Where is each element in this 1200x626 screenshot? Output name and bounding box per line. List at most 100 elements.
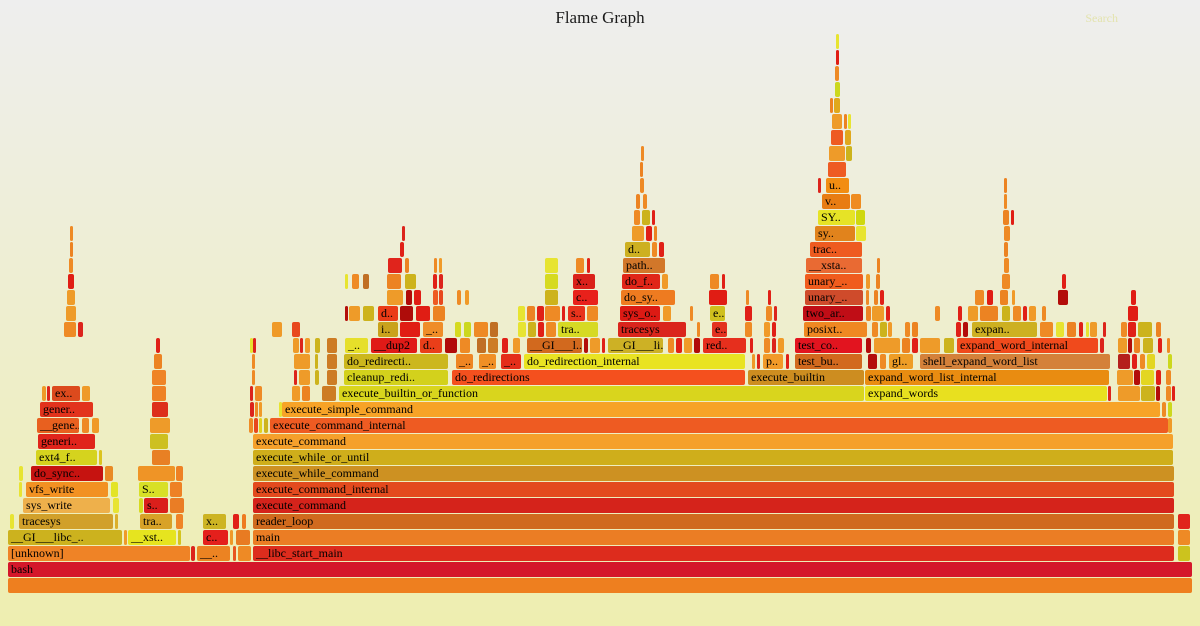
frame[interactable]	[67, 290, 75, 305]
frame[interactable]	[236, 530, 250, 545]
frame[interactable]	[1042, 306, 1046, 321]
frame[interactable]	[253, 338, 256, 353]
frame[interactable]	[1178, 530, 1190, 545]
frame[interactable]	[138, 466, 175, 481]
frame[interactable]	[252, 354, 255, 369]
frame[interactable]	[829, 146, 845, 161]
frame-e[interactable]: e..	[710, 306, 725, 321]
frame[interactable]	[99, 450, 102, 465]
frame-two_ar[interactable]: two_ar..	[803, 306, 863, 321]
frame[interactable]	[663, 306, 671, 321]
frame[interactable]	[1004, 258, 1009, 273]
frame[interactable]	[460, 338, 470, 353]
frame[interactable]	[1131, 290, 1136, 305]
frame-execute_command[interactable]: execute_command	[253, 498, 1174, 513]
frame[interactable]	[502, 338, 508, 353]
frame[interactable]	[47, 386, 50, 401]
frame[interactable]	[888, 322, 892, 337]
frame-expand_word_list_internal[interactable]: expand_word_list_internal	[865, 370, 1109, 385]
frame[interactable]	[537, 306, 544, 321]
frame[interactable]	[662, 274, 668, 289]
frame[interactable]	[831, 130, 843, 145]
frame[interactable]	[299, 370, 310, 385]
frame[interactable]	[634, 210, 640, 225]
frame-execute_command_internal[interactable]: execute_command_internal	[270, 418, 1168, 433]
frame[interactable]	[445, 338, 457, 353]
frame[interactable]	[124, 530, 127, 545]
frame[interactable]	[387, 290, 403, 305]
frame[interactable]	[455, 322, 461, 337]
frame[interactable]	[230, 530, 233, 545]
frame-v[interactable]: v..	[822, 194, 850, 209]
frame[interactable]	[856, 226, 866, 241]
frame[interactable]	[1162, 402, 1166, 417]
frame[interactable]	[152, 370, 166, 385]
frame-execute_while_command[interactable]: execute_while_command	[253, 466, 1174, 481]
frame[interactable]	[322, 386, 336, 401]
frame[interactable]	[176, 466, 183, 481]
frame[interactable]	[1138, 322, 1152, 337]
frame[interactable]	[1079, 322, 1083, 337]
frame[interactable]	[1011, 210, 1014, 225]
frame[interactable]	[178, 530, 181, 545]
frame-__xst[interactable]: __xst..	[128, 530, 176, 545]
frame[interactable]	[252, 370, 255, 385]
frame-tra[interactable]: tra..	[558, 322, 598, 337]
frame-do_sync[interactable]: do_sync..	[31, 466, 103, 481]
frame[interactable]	[944, 338, 954, 353]
frame[interactable]	[82, 386, 90, 401]
frame[interactable]	[264, 418, 268, 433]
frame[interactable]	[1062, 274, 1066, 289]
frame-x[interactable]: x..	[573, 274, 595, 289]
frame[interactable]	[170, 482, 182, 497]
frame[interactable]	[968, 306, 978, 321]
frame-tracesys[interactable]: tracesys	[618, 322, 686, 337]
frame[interactable]	[1040, 322, 1053, 337]
frame[interactable]	[150, 418, 170, 433]
frame[interactable]	[1178, 514, 1190, 529]
frame[interactable]	[684, 338, 692, 353]
search-link[interactable]: Search	[1085, 11, 1118, 25]
frame[interactable]	[1167, 338, 1170, 353]
frame[interactable]	[641, 146, 644, 161]
frame[interactable]	[866, 274, 870, 289]
frame[interactable]	[1140, 354, 1145, 369]
frame[interactable]	[488, 338, 498, 353]
frame-execute_simple_command[interactable]: execute_simple_command	[282, 402, 1160, 417]
frame[interactable]	[602, 338, 605, 353]
frame-execute_command_internal[interactable]: execute_command_internal	[253, 482, 1174, 497]
frame[interactable]	[154, 354, 162, 369]
frame[interactable]	[387, 274, 401, 289]
frame[interactable]	[1141, 386, 1155, 401]
frame[interactable]	[19, 482, 22, 497]
frame[interactable]	[935, 306, 940, 321]
frame[interactable]	[1013, 306, 1021, 321]
frame-tracesys[interactable]: tracesys	[19, 514, 113, 529]
frame[interactable]	[835, 82, 840, 97]
frame-do_redirections[interactable]: do_redirections	[452, 370, 745, 385]
frame[interactable]	[880, 322, 887, 337]
frame[interactable]	[111, 482, 118, 497]
frame[interactable]	[1090, 322, 1097, 337]
frame[interactable]	[1118, 338, 1127, 353]
frame-execute_builtin[interactable]: execute_builtin	[748, 370, 864, 385]
frame[interactable]	[1143, 338, 1153, 353]
frame[interactable]	[150, 434, 168, 449]
frame[interactable]	[640, 178, 644, 193]
frame-do_f[interactable]: do_f..	[622, 274, 660, 289]
frame[interactable]	[851, 194, 861, 209]
frame[interactable]	[152, 402, 168, 417]
frame[interactable]	[587, 306, 598, 321]
frame[interactable]	[327, 354, 337, 369]
frame[interactable]	[439, 258, 442, 273]
frame[interactable]	[242, 514, 246, 529]
frame-execute_command[interactable]: execute_command	[253, 434, 1173, 449]
frame-c[interactable]: c..	[203, 530, 228, 545]
frame-s[interactable]: s..	[144, 498, 168, 513]
frame-x[interactable]: x..	[203, 514, 226, 529]
frame-do_sy[interactable]: do_sy..	[621, 290, 675, 305]
frame-c[interactable]: c..	[573, 290, 598, 305]
frame-__dup2[interactable]: __dup2	[371, 338, 417, 353]
frame[interactable]	[1156, 386, 1160, 401]
frame-red[interactable]: red..	[703, 338, 746, 353]
